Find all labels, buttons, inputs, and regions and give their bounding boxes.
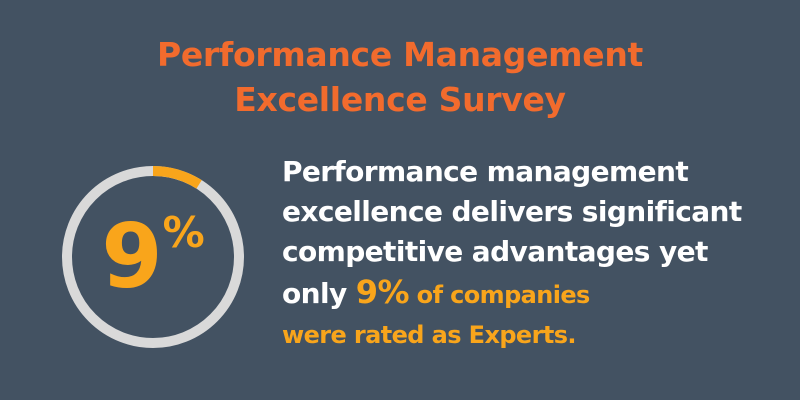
ring-progress-arc [62,166,244,348]
body-line-4-suffix: of companies [408,281,591,309]
ring-graphic [62,166,244,348]
highlight-percentage: 9% [355,273,410,311]
page-title: Performance Management Excellence Survey [0,32,800,122]
percentage-ring: 9 % [58,162,248,352]
title-line-1: Performance Management [156,35,644,74]
stat-unit: % [162,208,205,257]
body-line-5: were rated as Experts. [282,321,577,349]
title-line-2: Excellence Survey [234,80,566,119]
body-line-3: competitive advantages yet [282,235,708,268]
body-line-1: Performance management [282,155,689,188]
body-line-4-prefix: only [282,277,356,310]
ring-label: 9 % [58,162,248,352]
stat-number: 9 [101,205,162,308]
body-line-2: excellence delivers significant [282,195,742,228]
body-line-4: only 9% of companies [282,272,782,315]
body-text: Performance management excellence delive… [282,152,782,355]
